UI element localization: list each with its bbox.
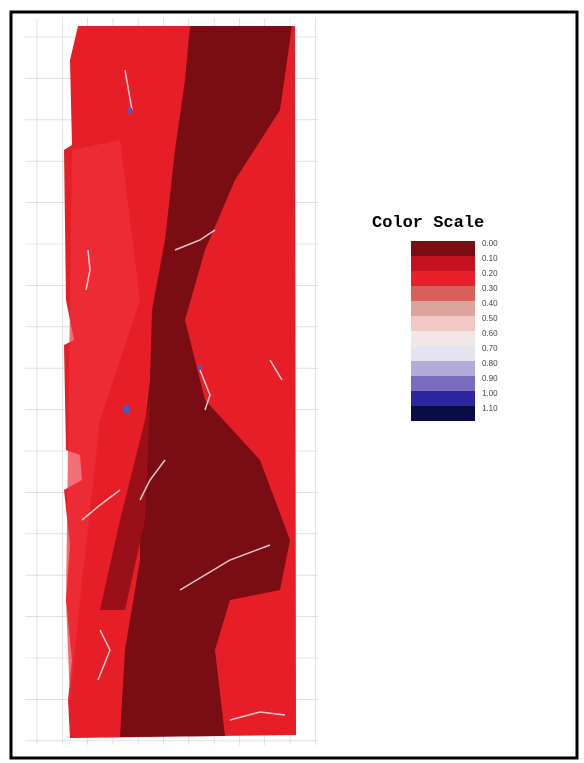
legend-label: 0.10 [482, 254, 498, 263]
legend-label: 0.50 [482, 314, 498, 323]
legend-label: 0.40 [482, 299, 498, 308]
legend-label: 0.80 [482, 359, 498, 368]
legend-swatch [411, 286, 475, 301]
legend-label: 0.20 [482, 269, 498, 278]
legend-label: 0.70 [482, 344, 498, 353]
legend-title: Color Scale [372, 214, 484, 233]
legend-swatch [411, 256, 475, 271]
legend-swatch [411, 391, 475, 406]
legend-swatch [411, 346, 475, 361]
legend-label: 0.30 [482, 284, 498, 293]
map-streaks [81, 69, 286, 721]
legend-label: 0.60 [482, 329, 498, 338]
legend-swatch [411, 331, 475, 346]
map-dark-patch [100, 400, 150, 610]
legend-swatch [411, 301, 475, 316]
legend-swatch [411, 406, 475, 421]
legend-swatch [411, 361, 475, 376]
legend-swatch [411, 316, 475, 331]
legend-swatch [411, 241, 475, 256]
legend-label: 1.10 [482, 404, 498, 413]
legend-swatch [411, 376, 475, 391]
map-light-zone [66, 140, 140, 700]
legend-swatch [411, 271, 475, 286]
map-blue-specks [124, 108, 202, 413]
legend: 0.00 0.10 0.20 0.30 0.40 0.50 0.60 0.70 0.80 0.90… [411, 239, 498, 421]
map-dark-band [120, 26, 292, 737]
legend-label: 0.90 [482, 374, 498, 383]
legend-label: 0.00 [482, 239, 498, 248]
legend-label: 1.00 [482, 389, 498, 398]
